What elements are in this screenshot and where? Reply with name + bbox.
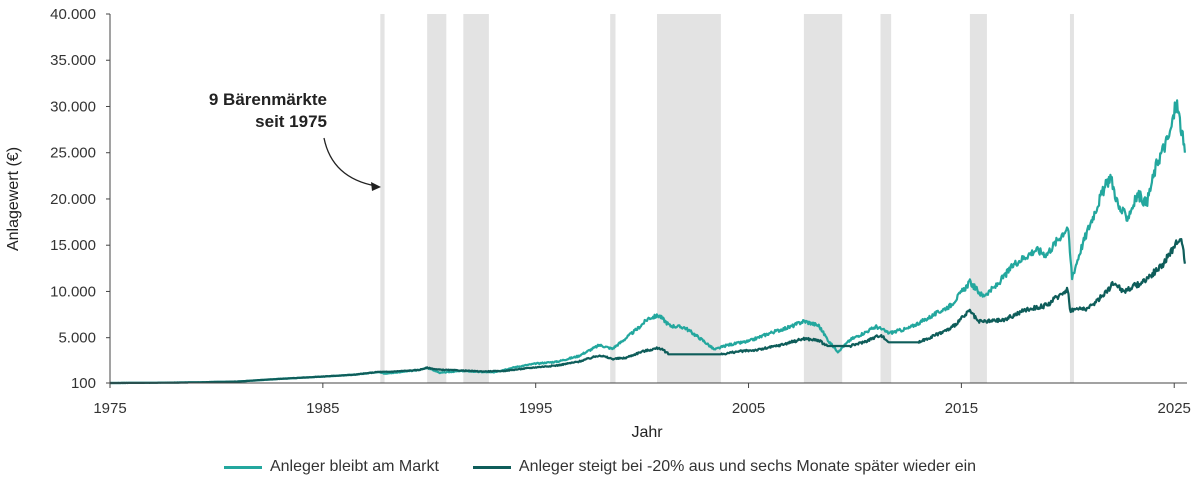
legend-swatch-stay	[223, 465, 262, 469]
bear-market-band-9	[1069, 14, 1074, 383]
legend-label-stay: Anleger bleibt am Markt	[269, 458, 439, 475]
annotation-arrowhead	[371, 182, 381, 191]
x-tick-label: 2005	[732, 400, 765, 417]
x-tick-label: 1985	[306, 400, 339, 417]
y-tick-label: 10.000	[50, 283, 96, 300]
bear-market-band-3	[463, 14, 489, 383]
bear-market-band-8	[969, 14, 987, 383]
bear-market-band-2	[427, 14, 447, 383]
y-tick-label: 5.000	[58, 330, 96, 347]
series-line-1	[109, 99, 1186, 385]
y-tick-label: 25.000	[50, 145, 96, 162]
x-tick-label: 2015	[945, 400, 978, 417]
y-tick-label: 20.000	[50, 191, 96, 208]
legend-item-exit: Anleger steigt bei -20% aus und sechs Mo…	[472, 458, 977, 476]
y-tick-label: 35.000	[50, 52, 96, 69]
x-tick-label: 1995	[519, 400, 552, 417]
series-line-2	[109, 238, 1186, 385]
legend-item-stay: Anleger bleibt am Markt	[223, 458, 439, 476]
y-tick-label: 15.000	[50, 237, 96, 254]
x-tick-label: 2025	[1158, 400, 1191, 417]
bear-market-band-6	[803, 14, 843, 383]
legend: Anleger bleibt am Markt Anleger steigt b…	[0, 458, 1200, 476]
x-axis-title: Jahr	[631, 424, 663, 441]
bear-market-band-5	[657, 14, 721, 383]
y-axis-title: Anlagewert (€)	[5, 147, 22, 251]
tick-labels: 100 5.000 10.000 15.000 20.000 25.000 30.000 35…	[50, 6, 1191, 417]
series-lines	[109, 99, 1186, 385]
bear-market-band-1	[380, 14, 385, 383]
y-tick-label: 100	[71, 375, 96, 392]
bear-market-band-7	[880, 14, 892, 383]
annotation-arrow	[323, 137, 377, 187]
y-tick-label: 40.000	[50, 6, 96, 23]
annotation-line-1: 9 Bärenmärkte	[209, 90, 327, 109]
y-tick-label: 30.000	[50, 98, 96, 115]
legend-label-exit: Anleger steigt bei -20% aus und sechs Mo…	[518, 458, 977, 475]
x-tick-label: 1975	[93, 400, 126, 417]
annotation-line-2: seit 1975	[255, 112, 327, 131]
bear-market-band-4	[610, 14, 616, 383]
legend-swatch-exit	[472, 465, 511, 469]
bear-market-bands	[380, 14, 1074, 383]
axes	[109, 14, 1187, 384]
